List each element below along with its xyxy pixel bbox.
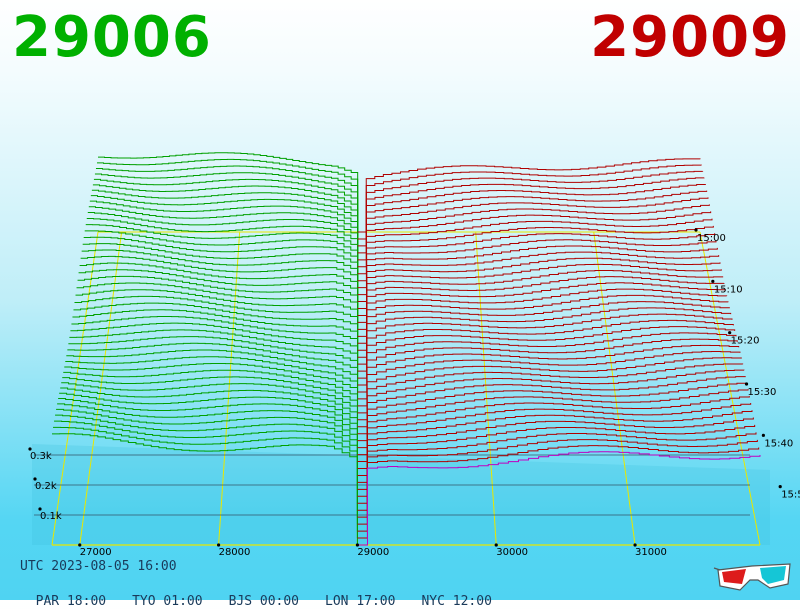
ask-depth-line <box>358 283 726 364</box>
timezone-list: PAR 18:00 TYO 01:00 BJS 00:00 LON 17:00 NYC … <box>20 579 518 609</box>
ask-depth-line <box>358 270 723 350</box>
front-fill <box>32 444 770 545</box>
x-tick-label: 31000 <box>635 547 667 558</box>
bid-depth-line <box>82 250 358 343</box>
time-tick-label: 15:20 <box>731 336 760 347</box>
y-tick-label: 0.1k <box>40 511 62 522</box>
time-tick-label: 15:30 <box>748 387 777 398</box>
3d-glasses-icon[interactable] <box>712 558 794 594</box>
zone-nyc: NYC 12:00 <box>421 594 491 609</box>
front-fill-area <box>32 444 770 545</box>
x-tick-label: 28000 <box>219 547 251 558</box>
time-tick-marker <box>694 228 697 231</box>
zone-bjs: BJS 00:00 <box>229 594 299 609</box>
zone-par: PAR 18:00 <box>36 594 106 609</box>
time-tick-marker <box>779 485 782 488</box>
time-tick-label: 15:10 <box>714 284 743 295</box>
time-tick-marker <box>711 280 714 283</box>
time-tick-marker <box>745 382 748 385</box>
time-tick-marker <box>762 434 765 437</box>
zone-tyo: TYO 01:00 <box>132 594 202 609</box>
ask-depth-line <box>358 264 722 343</box>
bid-depth-line <box>81 256 358 350</box>
bid-depth-line <box>72 310 357 406</box>
ask-depth-line <box>358 204 710 280</box>
x-tick-label: 30000 <box>496 547 528 558</box>
utc-timestamp: UTC 2023-08-05 16:00 <box>20 559 177 574</box>
x-tick-label: 27000 <box>80 547 112 558</box>
ask-depth-line <box>358 277 724 358</box>
zone-lon: LON 17:00 <box>325 594 395 609</box>
y-tick-label: 0.3k <box>30 451 52 462</box>
time-tick-label: 15:50 <box>781 490 800 501</box>
time-tick-label: 15:00 <box>697 233 726 244</box>
time-tick-marker <box>728 331 731 334</box>
y-tick-label: 0.2k <box>35 481 57 492</box>
x-tick-label: 29000 <box>357 547 389 558</box>
ask-depth-line <box>358 219 712 295</box>
time-tick-label: 15:40 <box>764 438 793 449</box>
